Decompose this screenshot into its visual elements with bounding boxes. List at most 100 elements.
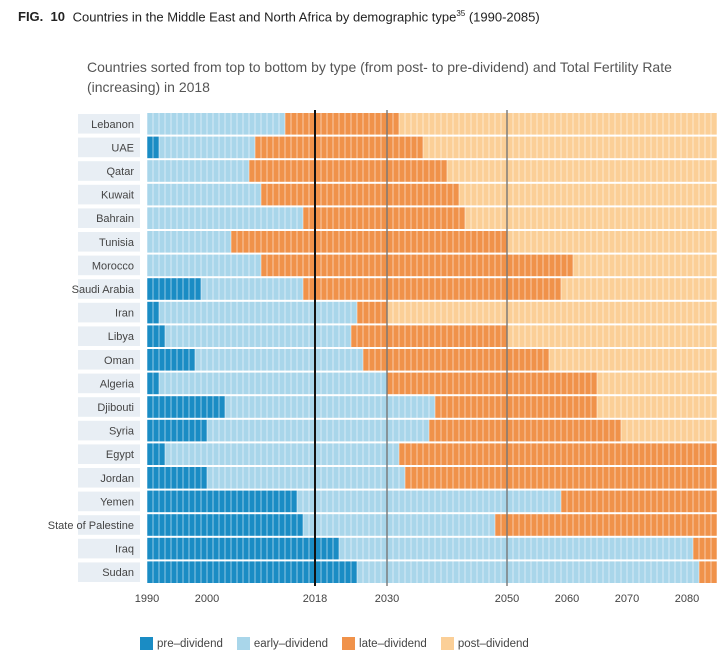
legend-label-early: early–dividend	[253, 637, 329, 650]
label-bg-djibouti	[78, 397, 140, 417]
segment-libya-early-dividend	[165, 325, 351, 347]
legend-swatch-post	[440, 637, 454, 650]
label-bg-uae	[78, 137, 140, 158]
legend-item-post: post–dividend	[440, 637, 529, 650]
segment-iran-early-dividend	[159, 301, 357, 324]
legend-swatch-late	[342, 637, 356, 650]
segment-egypt-pre-dividend	[147, 443, 165, 465]
label-bg-jordan	[78, 468, 140, 488]
segment-libya-post-dividend	[507, 325, 717, 347]
country-label-iraq: Iraq	[115, 544, 134, 556]
country-label-kuwait: Kuwait	[101, 190, 134, 202]
country-label-syria: Syria	[109, 426, 135, 438]
segment-qatar-late-dividend	[249, 160, 447, 182]
segment-iran-post-dividend	[387, 301, 717, 324]
label-bg-morocco	[78, 255, 140, 276]
x-tick-label-2060: 2060	[555, 593, 579, 605]
segment-sudan-pre-dividend	[147, 561, 357, 583]
legend-item-late: late–dividend	[342, 637, 427, 650]
segment-sudan-early-dividend	[357, 561, 699, 583]
label-bg-yemen	[78, 491, 140, 512]
segment-bahrain-late-dividend	[303, 207, 465, 229]
segment-qatar-post-dividend	[447, 160, 717, 182]
segment-djibouti-pre-dividend	[147, 396, 225, 418]
label-bg-tunisia	[78, 232, 140, 252]
country-label-oman: Oman	[104, 355, 134, 367]
x-tick-label-2050: 2050	[495, 593, 519, 605]
segment-saudi-arabia-pre-dividend	[147, 278, 201, 300]
country-label-lebanon: Lebanon	[91, 119, 134, 131]
label-bg-oman	[78, 350, 140, 370]
country-label-djibouti: Djibouti	[97, 402, 134, 414]
segment-djibouti-late-dividend	[435, 396, 597, 418]
country-label-egypt: Egypt	[106, 449, 134, 461]
figure-label: FIG. 10	[18, 9, 65, 25]
label-bg-syria	[78, 420, 140, 441]
segment-state-of-palestine-late-dividend	[495, 514, 717, 536]
segment-iraq-early-dividend	[339, 537, 693, 560]
segment-egypt-late-dividend	[399, 443, 717, 465]
x-tick-label-1990: 1990	[135, 593, 159, 605]
legend-swatch-pre	[140, 637, 153, 650]
country-label-sudan: Sudan	[102, 567, 134, 579]
country-label-libya: Libya	[108, 331, 135, 343]
segment-lebanon-post-dividend	[399, 113, 717, 135]
demographic-type-chart: Lebanon UAE Qatar Kuwait Bahrain Tunisia Moroc…	[48, 110, 718, 605]
label-bg-libya	[78, 326, 140, 346]
label-bg-state-of-palestine	[78, 515, 140, 535]
legend-label-late: late–dividend	[359, 637, 427, 650]
legend-label-pre: pre–dividend	[157, 637, 223, 650]
label-bg-egypt	[78, 444, 140, 464]
segment-uae-post-dividend	[423, 136, 717, 159]
label-bg-lebanon	[78, 114, 140, 134]
segment-kuwait-late-dividend	[261, 183, 459, 206]
x-tick-label-2000: 2000	[195, 593, 219, 605]
segment-lebanon-early-dividend	[147, 113, 285, 135]
legend-item-pre: pre–dividend	[140, 637, 223, 650]
chart-subtitle: Countries sorted from top to bottom by t…	[87, 59, 672, 95]
figure-footnote: 35	[456, 9, 466, 18]
country-label-uae: UAE	[111, 142, 134, 154]
segment-oman-late-dividend	[363, 349, 549, 371]
x-tick-label-2070: 2070	[615, 593, 639, 605]
country-label-bahrain: Bahrain	[96, 213, 134, 225]
segment-algeria-late-dividend	[387, 372, 597, 395]
segment-kuwait-post-dividend	[459, 183, 717, 206]
country-label-iran: Iran	[115, 308, 134, 320]
figure-range: (1990-2085)	[468, 9, 540, 25]
x-tick-label-2018: 2018	[303, 593, 327, 605]
segment-saudi-arabia-late-dividend	[303, 278, 561, 300]
segment-saudi-arabia-early-dividend	[201, 278, 303, 300]
x-tick-label-2030: 2030	[375, 593, 399, 605]
segment-djibouti-early-dividend	[225, 396, 435, 418]
segment-lebanon-late-dividend	[285, 113, 399, 135]
legend-label-post: post–dividend	[457, 637, 529, 650]
label-bg-bahrain	[78, 208, 140, 228]
country-label-jordan: Jordan	[100, 473, 134, 485]
x-tick-label-2080: 2080	[675, 593, 699, 605]
segment-libya-pre-dividend	[147, 325, 165, 347]
segment-jordan-early-dividend	[207, 467, 405, 489]
label-bg-iraq	[78, 538, 140, 559]
country-label-tunisia: Tunisia	[99, 237, 135, 249]
segment-yemen-pre-dividend	[147, 490, 297, 513]
country-label-state-of-palestine: State of Palestine	[48, 520, 134, 532]
segment-qatar-early-dividend	[147, 160, 249, 182]
legend: pre–dividend early–dividend late–dividen…	[140, 637, 529, 650]
country-label-saudi-arabia: Saudi Arabia	[72, 284, 135, 296]
segment-syria-early-dividend	[207, 419, 429, 442]
legend-swatch-early	[236, 637, 250, 650]
country-label-algeria: Algeria	[100, 378, 135, 390]
legend-item-early: early–dividend	[236, 637, 329, 650]
segment-iran-late-dividend	[357, 301, 387, 324]
label-bg-qatar	[78, 161, 140, 181]
country-label-yemen: Yemen	[100, 496, 134, 508]
country-label-morocco: Morocco	[92, 260, 134, 272]
label-bg-kuwait	[78, 184, 140, 205]
segment-morocco-early-dividend	[147, 254, 261, 277]
figure-title: FIG. 10 Countries in the Middle East and…	[18, 9, 540, 24]
country-label-qatar: Qatar	[106, 166, 134, 178]
segment-kuwait-early-dividend	[147, 183, 261, 206]
segment-egypt-early-dividend	[165, 443, 399, 465]
label-bg-sudan	[78, 562, 140, 582]
